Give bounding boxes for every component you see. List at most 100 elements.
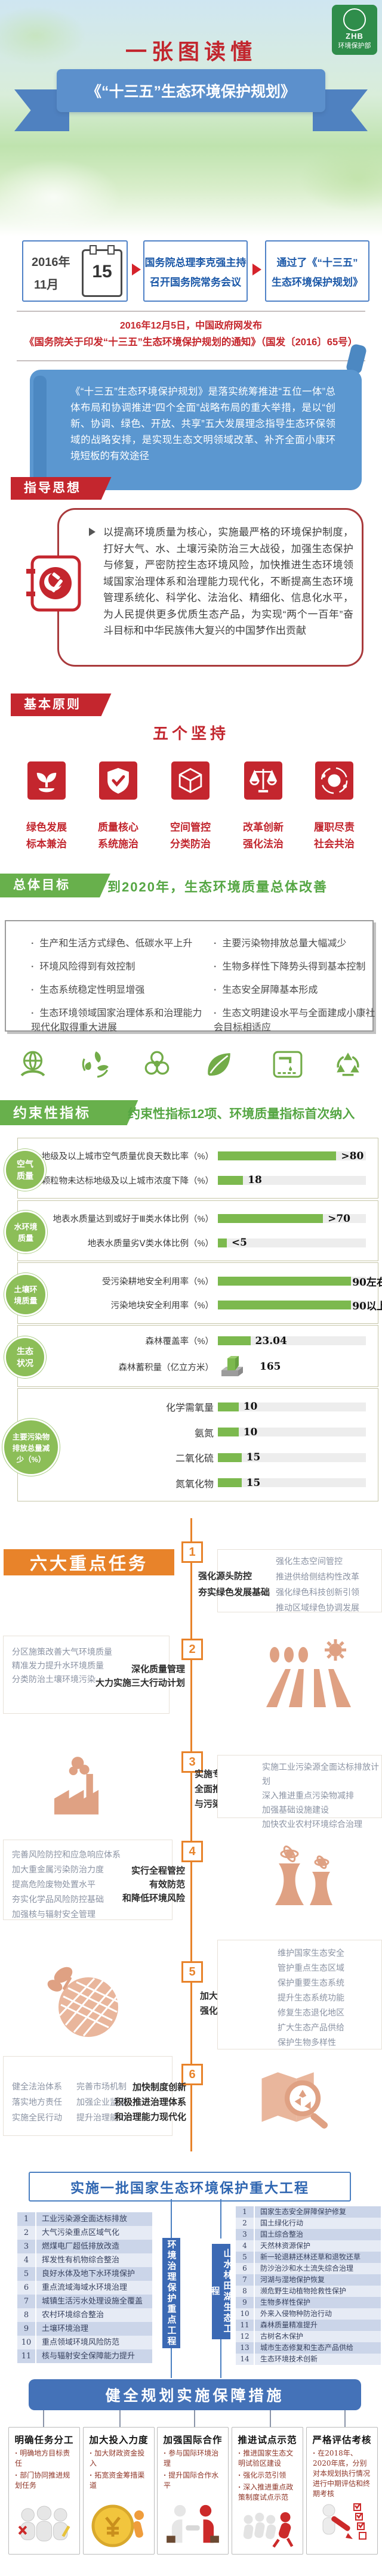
table-row: 6 重点流域海域水环境治理 [17,2281,152,2295]
task-point: 维护国家生态安全 [278,1949,344,1958]
ribbon-banner: 《“十三五”生态环境保护规划》 [57,69,325,112]
indicator-label: 森林覆盖率（%） [145,1337,214,1346]
indicator-panel-air: 空气 质量 地级及以上城市空气质量优良天数比率（%） >80 细颗粒物未达标地级… [4,1138,378,1199]
table-row: 7 城镇生活污水处理设施全覆盖 [17,2295,152,2308]
table-row: 14 生态环境技术创新 [236,2354,381,2365]
indicator-bar [218,1402,239,1411]
task-point: 落实地方责任 [12,2098,62,2107]
table-row: 10 外来入侵物种防治行动 [236,2308,381,2320]
indicator-label: 化学需氧量 [165,1403,214,1414]
date-year: 2016年 [32,256,70,269]
section-banner-safeguards: 健全规划实施保障措施 [29,2379,361,2410]
indicator-label: 地级及以上城市空气质量优良天数比率（%） [41,1152,214,1162]
table-row: 5 新一轮退耕还林还草和退牧还草 [236,2252,381,2263]
indicator-bar [218,1453,242,1462]
indicator-value: 10 [243,1426,258,1438]
goal-bullet: 生产和生活方式绿色、低碳水平上升 [31,937,205,951]
checklist-pen-icon [307,2501,377,2552]
ministry-logo: ZHB 环境保护部 [332,5,377,55]
result-line2: 生态环境保护规划》 [272,276,363,288]
ministry-emblem-icon [343,8,366,31]
biohazard-icon [141,1048,173,1080]
table-row: 10 重点领域环境风险防范 [17,2336,152,2349]
task-number-badge: 3 [181,1751,203,1773]
notice-line2: 《国务院关于印发“十三五”生态环境保护规划的通知》（国发〔2016〕65号） [24,337,358,348]
card-bullet: 参与国际环境治理 [164,2448,224,2469]
task-point: 推动区域绿色协调发展 [276,1603,359,1613]
indicator-bar-track: >70 [218,1212,366,1225]
indicator-value: >70 [328,1212,350,1225]
principle-label: 改革创新 强化法治 [243,822,284,850]
indicator-bar-track: 18 [218,1174,366,1186]
indicator-value: 15 [246,1476,261,1489]
section-banner-principles: 基本原则 [11,693,105,716]
task-point: 分类防治土壤环境污染 [12,1675,96,1685]
indicator-label: 地表水质量达到或好于Ⅲ类水体比例（%） [53,1215,214,1225]
safeguard-card: 推进试点示范 推进国家生态文明试验区建设 强化示范引领 深入推进重点政策制度试点… [232,2427,303,2555]
logo-abbr: ZHB [346,32,363,41]
task-point: 实施全民行动 [12,2113,62,2123]
works-right-label: 山水林田湖生态工程 [210,2244,233,2339]
date-box: 2016年 11月 15 [22,240,128,302]
task-point: 加大重金属污染防治力度 [12,1865,104,1875]
task-point: 加强核与辐射安全管理 [12,1910,96,1919]
safeguard-card: 加大投入力度 加大财政资金投入 拓宽资金筹措渠道 [83,2427,155,2555]
indicator-label: 森林蓄积量（亿立方米） [118,1363,214,1373]
card-bullet: 拓宽资金筹措渠道 [90,2470,150,2491]
indicator-row: 氨氮 10 [18,1425,378,1439]
connector-line [220,2199,221,2238]
forest-stock-cell: 165 [218,1356,281,1377]
table-row: 7 河湖与湿地保护恢复 [236,2274,381,2286]
indicator-value: 90以上 [352,1301,382,1313]
task-points-box: 维护国家生态安全 管护重点生态区域 保护重要生态系统 提升生态系统功能 修复生态… [217,1940,382,2049]
task-point: 推进供给侧结构性改革 [276,1572,359,1582]
connector-line [220,2339,221,2378]
card-title: 加大投入力度 [89,2435,149,2445]
table-row: 3 燃煤电厂超低排放改造 [17,2240,152,2253]
connector-line [171,2348,172,2378]
task-point: 管护重点生态区域 [278,1964,344,1973]
indicator-bar [218,1301,352,1310]
card-title: 明确任务分工 [14,2435,74,2445]
safeguard-card: 明确任务分工 明确地方目标责任 部门协同推进规划任务 [8,2427,80,2555]
task-point: 提高危险废物处置水平 [12,1880,96,1890]
principle-label: 空间管控 分类防治 [170,822,211,850]
indicator-panel-pollutants: 主要污染物 排放总量减 少（%） 化学需氧量 10 氨氮 10 二氧化硫 15 … [2,1388,378,1501]
principle-label: 履职尽责 社会共治 [314,822,355,850]
indicator-bar-track: 15 [218,1451,366,1463]
farmland-icon [264,1638,353,1713]
principles-title: 五个坚持 [152,724,229,742]
wastewater-icon [272,1048,304,1080]
task-points-box: 分区施策改善大气环境质量 精准发力提升水环境质量 分类防治土壤环境污染 [3,1636,170,1714]
task-point: 实施工业污染源全面达标排放计划 [262,1763,379,1787]
intro-scroll-banner: 《“十三五”生态环境保护规划》是落实统筹推进“五位一体”总体布局和协调推进“四个… [30,370,362,490]
task-number-badge: 1 [181,1541,203,1563]
task-point: 健全法治体系 [12,2082,62,2092]
date-day: 15 [92,262,112,281]
indicators-headline: 约束性指标12项、环境质量指标首次纳入 [128,1107,355,1121]
indicator-row: 细颗粒物未达标地级及以上城市浓度下降（%） 18 [18,1174,378,1187]
works-left-table: 1 工业污染源全面达标排放 2 大气污染重点区域气化 3 燃煤电厂超低排放改造 4 挥发… [17,2212,152,2363]
indicator-row: 森林覆盖率（%） 23.04 [18,1335,378,1347]
section-banner-guiding: 指导思想 [11,477,105,500]
indicator-bar [218,1428,239,1437]
indicator-value: >80 [341,1150,364,1162]
event-line1: 国务院总理李克强主持 [144,256,247,268]
indicator-value: 165 [260,1361,281,1373]
card-bullet: 加大财政资金投入 [90,2448,150,2469]
indicator-label: 污染地块安全利用率（%） [110,1301,214,1311]
card-title: 严格评估考核 [312,2435,372,2445]
table-row: 13 城市生态修复和生态产品供给 [236,2342,381,2354]
task-point: 加强基础设施建设 [262,1806,329,1815]
arrow-right-icon [132,264,141,275]
scales-icon [244,761,282,800]
principle-label: 质量核心 系统施治 [98,822,138,850]
task-point: 修复生态退化地区 [278,2008,344,2018]
table-row: 12 古树名木保护 [236,2331,381,2342]
task-point: 加强企业监管 [76,2098,127,2107]
task-point: 完善市场机制 [76,2082,127,2092]
indicator-bar [218,1175,244,1185]
running-figures-icon [232,2512,303,2552]
indicator-category: 主要污染物 排放总量减 少（%） [2,1419,60,1476]
